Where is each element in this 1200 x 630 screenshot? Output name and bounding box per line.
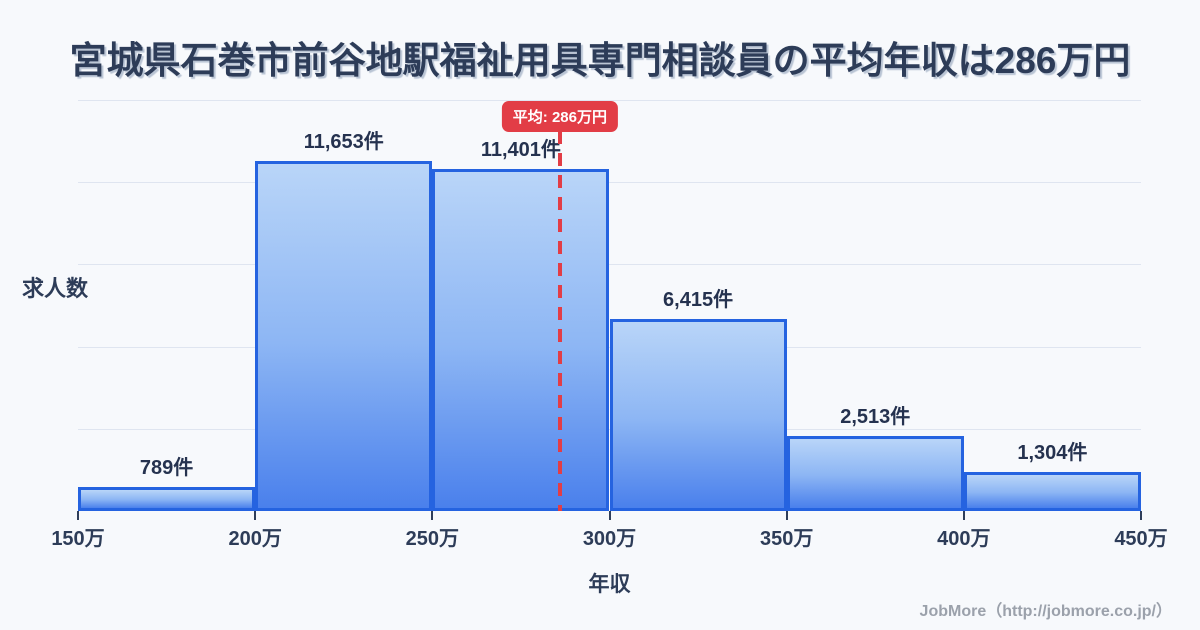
x-tick-label: 150万 — [51, 528, 105, 550]
x-tick-label: 250万 — [405, 528, 460, 550]
bar-value-label: 11,401件 — [480, 138, 561, 161]
x-tick-label: 350万 — [759, 528, 814, 550]
histogram-bar — [255, 161, 433, 511]
gridline — [78, 264, 1141, 266]
bar-value-label: 2,513件 — [840, 405, 911, 428]
footer-credit: JobMore（http://jobmore.co.jp/） — [919, 603, 1172, 620]
histogram-bar — [609, 318, 787, 511]
page-title: 宮城県石巻市前谷地駅福祉用具専門相談員の平均年収は286万円 — [69, 40, 1131, 81]
histogram-bar — [432, 168, 610, 511]
x-tick-label: 300万 — [582, 528, 637, 550]
x-tick-mark — [431, 511, 434, 520]
x-tick-label: 200万 — [228, 528, 282, 550]
x-tick-mark — [77, 511, 79, 520]
histogram-bar — [786, 435, 964, 511]
histogram-bar — [78, 487, 256, 511]
gridline — [78, 182, 1141, 184]
bar-value-label: 1,304件 — [1017, 441, 1088, 464]
x-tick-mark — [962, 511, 965, 520]
gridline — [78, 100, 1141, 101]
x-tick-label: 450万 — [1114, 528, 1168, 550]
histogram-bar — [963, 471, 1141, 511]
x-tick-mark — [608, 511, 611, 520]
average-badge: 平均: 286万円 — [501, 101, 618, 132]
x-tick-mark — [1140, 511, 1142, 520]
y-axis-title: 求人数 — [22, 276, 89, 301]
x-axis-title: 年収 — [588, 573, 631, 596]
x-tick-label: 400万 — [937, 528, 991, 550]
bar-value-label: 11,653件 — [303, 131, 384, 154]
average-dashed-line — [557, 131, 562, 511]
bar-value-label: 789件 — [139, 457, 194, 480]
x-tick-mark — [785, 511, 788, 520]
bar-value-label: 6,415件 — [663, 288, 734, 311]
x-tick-mark — [254, 511, 257, 520]
